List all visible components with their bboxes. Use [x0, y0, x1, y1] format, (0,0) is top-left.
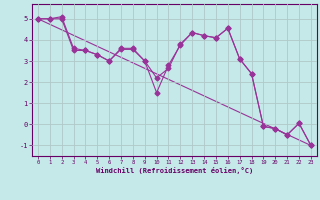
X-axis label: Windchill (Refroidissement éolien,°C): Windchill (Refroidissement éolien,°C) — [96, 167, 253, 174]
